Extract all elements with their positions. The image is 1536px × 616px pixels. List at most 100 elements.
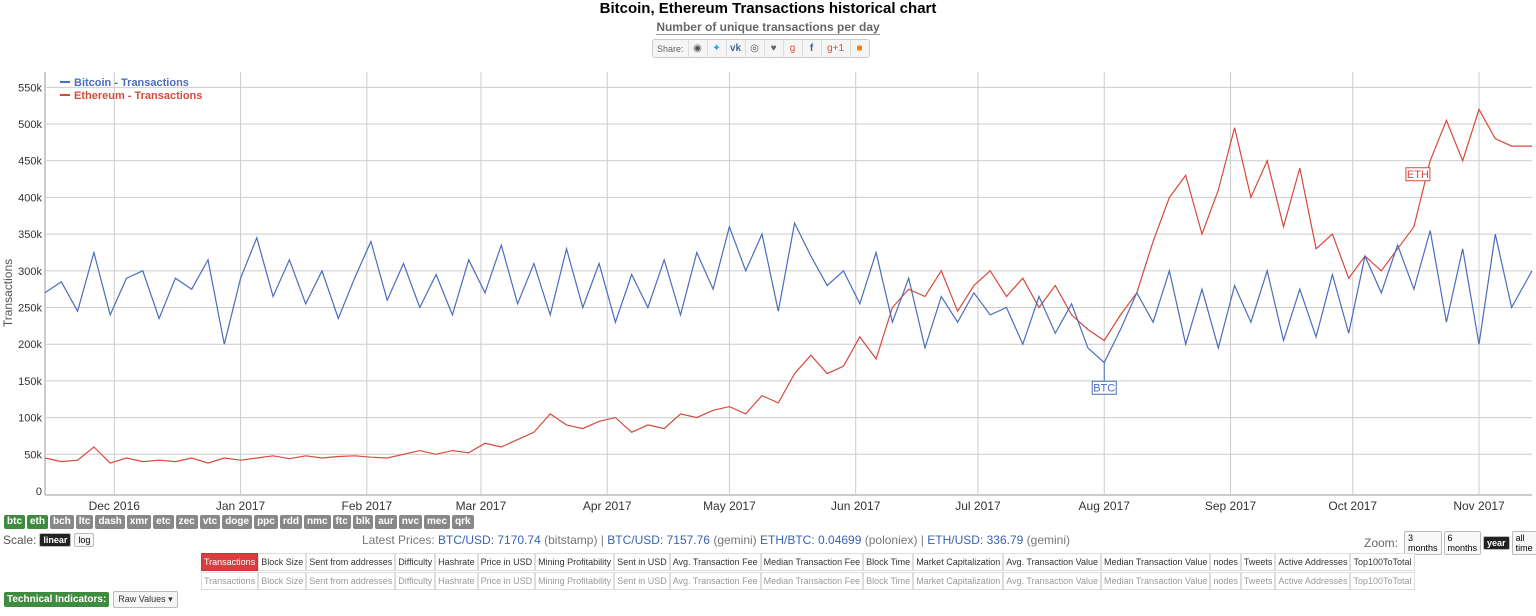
- metric-tab[interactable]: Price in USD: [477, 553, 536, 571]
- flag-box: [1091, 380, 1117, 395]
- metric-tab[interactable]: Median Transaction Fee: [760, 553, 864, 571]
- metric-tab[interactable]: Sent from addresses: [306, 553, 396, 571]
- vk-icon[interactable]: vk: [725, 40, 745, 57]
- coin-eth-button[interactable]: eth: [27, 515, 48, 529]
- metric-tab[interactable]: Block Size: [258, 572, 307, 590]
- x-tick-label: Jan 2017: [216, 499, 266, 513]
- metric-tab[interactable]: Active Addresses: [1275, 572, 1351, 590]
- metric-tab[interactable]: Top100ToTotal: [1350, 572, 1415, 590]
- technical-indicators-label: Technical Indicators:: [4, 592, 110, 607]
- zoom-3-months-button[interactable]: 3 months: [1404, 531, 1442, 555]
- coin-nmc-button[interactable]: nmc: [303, 515, 331, 529]
- x-tick-label: Apr 2017: [583, 499, 632, 513]
- scale-log-button[interactable]: log: [74, 533, 95, 547]
- metric-tab[interactable]: Price in USD: [477, 572, 536, 590]
- eth-usd-gemini[interactable]: ETH/USD: 336.79: [927, 533, 1024, 547]
- facebook-icon[interactable]: f: [801, 40, 821, 57]
- zoom-6-months-button[interactable]: 6 months: [1443, 531, 1482, 555]
- price-separator: |: [600, 533, 604, 547]
- latest-prices: Latest Prices: BTC/USD: 7170.74 (bitstam…: [362, 533, 1070, 547]
- blogger-icon[interactable]: ■: [849, 40, 869, 57]
- coin-nvc-button[interactable]: nvc: [398, 515, 423, 529]
- metric-tab[interactable]: Avg. Transaction Fee: [669, 572, 761, 590]
- like-icon[interactable]: ♥: [763, 40, 783, 57]
- metric-tabs: Transactions Block Size Sent from addresse…: [201, 553, 1415, 571]
- metric-tab[interactable]: Avg. Transaction Value: [1003, 553, 1101, 571]
- metric-tab[interactable]: Hashrate: [435, 553, 478, 571]
- coin-zec-button[interactable]: zec: [175, 515, 198, 529]
- y-tick-label: 250k: [18, 303, 42, 315]
- metric-tab[interactable]: Hashrate: [435, 572, 478, 590]
- coin-ltc-button[interactable]: ltc: [75, 515, 94, 529]
- coin-etc-button[interactable]: etc: [153, 515, 174, 529]
- btc-usd-bitstamp[interactable]: BTC/USD: 7170.74: [438, 533, 541, 547]
- chart-subtitle[interactable]: Number of unique transactions per day: [656, 20, 880, 35]
- metric-tab[interactable]: Mining Profitability: [535, 572, 615, 590]
- y-tick-label: 400k: [18, 192, 42, 204]
- y-tick-label: 500k: [18, 119, 42, 131]
- chart-title: Bitcoin, Ethereum Transactions historica…: [599, 0, 937, 17]
- reddit-icon[interactable]: ◉: [687, 40, 707, 57]
- coin-bch-button[interactable]: bch: [50, 515, 74, 529]
- twitter-icon[interactable]: ✦: [706, 40, 726, 57]
- zoom-year-button[interactable]: year: [1483, 536, 1510, 550]
- coin-qrk-button[interactable]: qrk: [452, 515, 474, 529]
- technical-indicators-select[interactable]: Raw Values ▾: [113, 591, 178, 608]
- metric-tab[interactable]: Market Capitalization: [913, 553, 1004, 571]
- metric-tab[interactable]: Avg. Transaction Fee: [669, 553, 761, 571]
- x-tick-label: Sep 2017: [1205, 499, 1257, 513]
- coin-dash-button[interactable]: dash: [95, 515, 125, 529]
- metric-tab[interactable]: Transactions: [201, 553, 259, 571]
- coin-xmr-button[interactable]: xmr: [126, 515, 152, 529]
- coin-btc-button[interactable]: btc: [4, 515, 25, 529]
- metric-tab[interactable]: Block Time: [863, 572, 914, 590]
- coin-aur-button[interactable]: aur: [375, 515, 397, 529]
- metric-tab[interactable]: Transactions: [201, 572, 259, 590]
- metric-tab[interactable]: Median Transaction Value: [1100, 553, 1211, 571]
- zoom-all-time-button[interactable]: all time: [1511, 531, 1536, 555]
- eth-btc-poloniex[interactable]: ETH/BTC: 0.04699: [760, 533, 862, 547]
- metric-tab[interactable]: Sent in USD: [614, 553, 670, 571]
- metric-tab[interactable]: Sent from addresses: [306, 572, 396, 590]
- flag-label: BTC: [1093, 382, 1115, 394]
- btc-usd-gemini[interactable]: BTC/USD: 7157.76: [607, 533, 710, 547]
- metric-tab[interactable]: Median Transaction Fee: [760, 572, 864, 590]
- metric-tab[interactable]: Difficulty: [395, 572, 436, 590]
- source-gemini: (gemini): [713, 533, 757, 547]
- metric-tab[interactable]: Top100ToTotal: [1350, 553, 1415, 571]
- metric-tab[interactable]: Mining Profitability: [535, 553, 615, 571]
- legend-label: Bitcoin - Transactions: [74, 77, 189, 89]
- scale-selector: Scale: linear log: [3, 533, 95, 547]
- coin-ftc-button[interactable]: ftc: [332, 515, 351, 529]
- x-tick-label: Jun 2017: [831, 499, 881, 513]
- coin-doge-button[interactable]: doge: [222, 515, 253, 529]
- google-plus-icon[interactable]: g: [782, 40, 802, 57]
- x-tick-label: Oct 2017: [1328, 499, 1377, 513]
- metric-tab[interactable]: Avg. Transaction Value: [1003, 572, 1101, 590]
- metric-tab[interactable]: Block Size: [258, 553, 307, 571]
- y-axis-ticks: 0 50k 100k 150k 200k 250k 300k 350k 400k 450k 500k…: [18, 82, 42, 498]
- coin-blk-button[interactable]: blk: [352, 515, 374, 529]
- metric-tab[interactable]: Difficulty: [395, 553, 436, 571]
- metric-tab[interactable]: Tweets: [1240, 572, 1276, 590]
- source-bitstamp: (bitstamp): [544, 533, 598, 547]
- chart-plot: 0 50k 100k 150k 200k 250k 300k 350k 400k 450k 500k…: [1, 72, 1533, 513]
- weibo-icon[interactable]: ◎: [744, 40, 764, 57]
- y-tick-label: 100k: [18, 413, 42, 425]
- metric-tab[interactable]: Tweets: [1240, 553, 1276, 571]
- metric-tab[interactable]: Median Transaction Value: [1100, 572, 1211, 590]
- metric-tab[interactable]: nodes: [1210, 572, 1241, 590]
- scale-linear-button[interactable]: linear: [39, 533, 72, 547]
- metric-tab[interactable]: Market Capitalization: [913, 572, 1004, 590]
- metric-tab[interactable]: Block Time: [863, 553, 914, 571]
- coin-mec-button[interactable]: mec: [424, 515, 451, 529]
- coin-vtc-button[interactable]: vtc: [199, 515, 221, 529]
- metric-tab[interactable]: Active Addresses: [1275, 553, 1351, 571]
- metric-tab[interactable]: Sent in USD: [614, 572, 670, 590]
- series-flag: ETH: [1405, 167, 1431, 182]
- coin-rdd-button[interactable]: rdd: [279, 515, 302, 529]
- metric-tab[interactable]: nodes: [1210, 553, 1241, 571]
- coin-ppc-button[interactable]: ppc: [254, 515, 278, 529]
- google-plus-one-icon[interactable]: g+1: [820, 40, 850, 57]
- prices-label: Latest Prices:: [362, 533, 435, 547]
